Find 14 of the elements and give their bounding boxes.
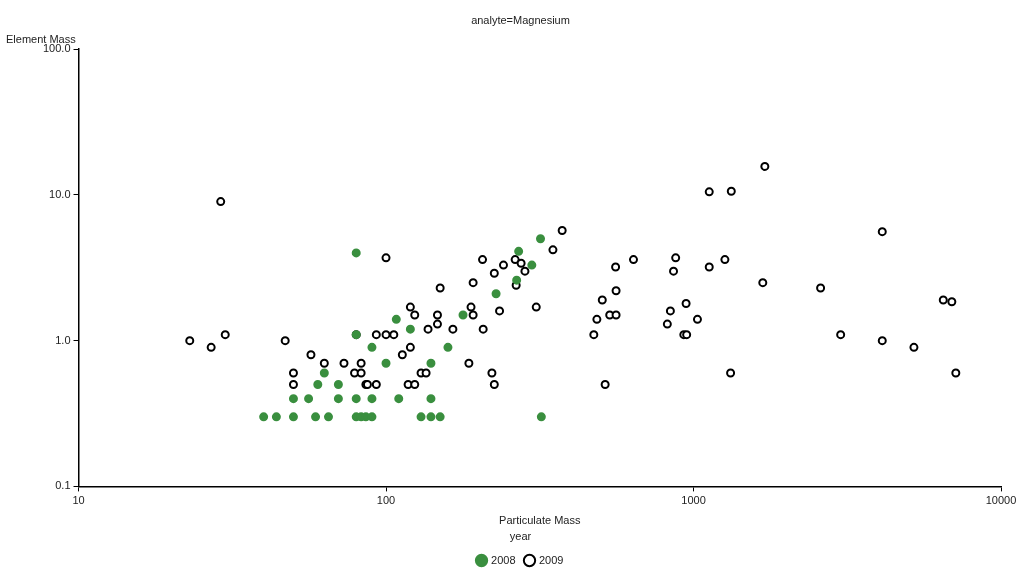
y-tick-label: 100.0 [43,42,71,55]
x-axis-title: Particulate Mass [499,514,581,527]
y-tick-label: 0.1 [55,479,71,492]
legend-label: 2009 [539,553,564,566]
legend-label: 2008 [491,553,516,566]
legend-title: year [509,530,532,543]
x-tick-label: 10000 [985,494,1017,507]
x-tick-label: 100 [376,494,396,507]
x-tick-label: 10 [72,494,85,507]
y-axis-title: Element Mass [6,32,77,45]
y-tick-label: 10.0 [49,187,71,200]
chart-title: analyte=Magnesium [471,13,570,26]
y-tick-label: 1.0 [55,333,71,346]
x-tick-label: 1000 [681,494,706,507]
